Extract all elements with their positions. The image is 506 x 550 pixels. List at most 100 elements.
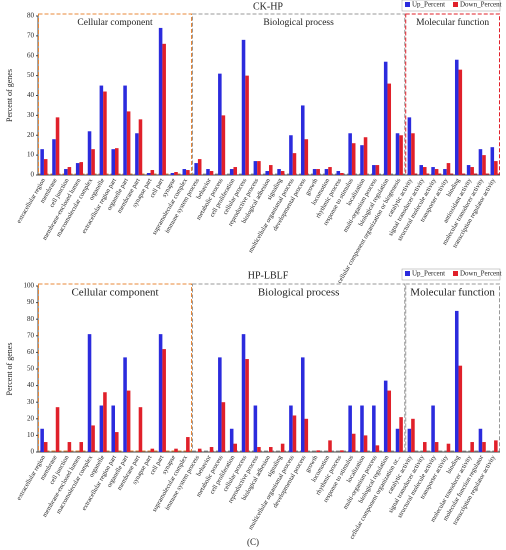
bar [182,169,187,175]
bar [375,165,380,175]
bar [229,428,234,452]
bar [423,442,427,452]
bar [431,405,435,452]
bar [233,443,238,452]
bar [395,428,400,452]
bar [138,407,143,452]
y-tick-label: 10 [27,151,35,159]
bar [67,167,72,175]
bar [351,433,356,452]
bar [277,169,281,175]
bar [162,43,166,176]
bar [411,133,415,175]
bar [245,75,249,175]
bar [55,117,60,175]
bar [482,155,486,175]
bar [126,111,131,175]
y-tick-label: 0 [31,171,35,179]
bar [454,59,459,175]
legend-swatch [453,2,458,7]
bar [431,167,435,175]
y-tick-label: 0 [31,448,35,456]
bar [67,442,72,452]
group-label: Molecular function [416,17,489,28]
bar [407,428,412,452]
bar [304,139,309,175]
bar [395,133,400,175]
bar [328,440,332,452]
bar [241,39,246,175]
bar [289,135,293,175]
bar [360,405,364,452]
bar [348,405,352,452]
bar [197,159,202,175]
bar [170,173,175,175]
group-label: Biological process [258,287,340,299]
y-tick-label: 30 [27,111,35,119]
bar [316,450,320,452]
bar [494,440,498,452]
bar [123,357,127,452]
chart-title: HP-LBLF [248,270,289,281]
bar [324,169,329,175]
bar [434,442,439,452]
legend-label: Up_Percent [412,1,445,9]
bar [363,435,368,452]
bar [257,447,261,452]
bar [300,357,305,452]
y-tick-label: 20 [27,414,35,422]
group-box [405,13,501,175]
bar [40,428,44,452]
y-tick-label: 100 [24,282,35,290]
group-label: Cellular component [71,287,158,299]
y-tick-label: 50 [27,71,35,79]
bar [135,133,139,175]
bar [490,147,495,175]
bar [221,402,226,452]
legend-label: Up_Percent [412,270,445,278]
y-tick-label: 40 [27,381,35,389]
bar [103,392,107,452]
bar [383,61,388,175]
bar [328,167,332,175]
bar [146,173,151,175]
bar [316,169,320,175]
bar [245,359,249,452]
y-tick-label: 70 [27,331,35,339]
bar [265,171,269,175]
bar [280,171,285,175]
y-tick-label: 90 [27,298,35,306]
bar [99,85,104,175]
y-tick-label: 50 [27,365,35,373]
y-tick-label: 60 [27,51,35,59]
y-tick-label: 40 [27,91,35,99]
bar [87,334,92,452]
bar [209,447,214,452]
bar [340,450,344,452]
legend-box [401,268,501,281]
bar [494,161,498,175]
bar [233,167,238,175]
bar [52,139,56,175]
y-tick-label: 80 [27,315,35,323]
bar [253,161,258,175]
bar [411,418,415,452]
bar [209,171,214,175]
bar [292,153,297,175]
legend-label: Down_Percent [460,1,502,9]
bar [340,173,344,175]
group-label: Cellular component [77,18,153,28]
bar [434,169,439,175]
bar [280,443,285,452]
bar [423,167,427,175]
bar [257,161,261,175]
bar [241,334,246,452]
bar [43,159,48,175]
bar [446,163,451,175]
bar [123,85,127,175]
bar [79,162,84,175]
group-label: Biological process [263,18,334,28]
bar [407,117,412,175]
bar [138,119,143,175]
bar [115,148,119,175]
